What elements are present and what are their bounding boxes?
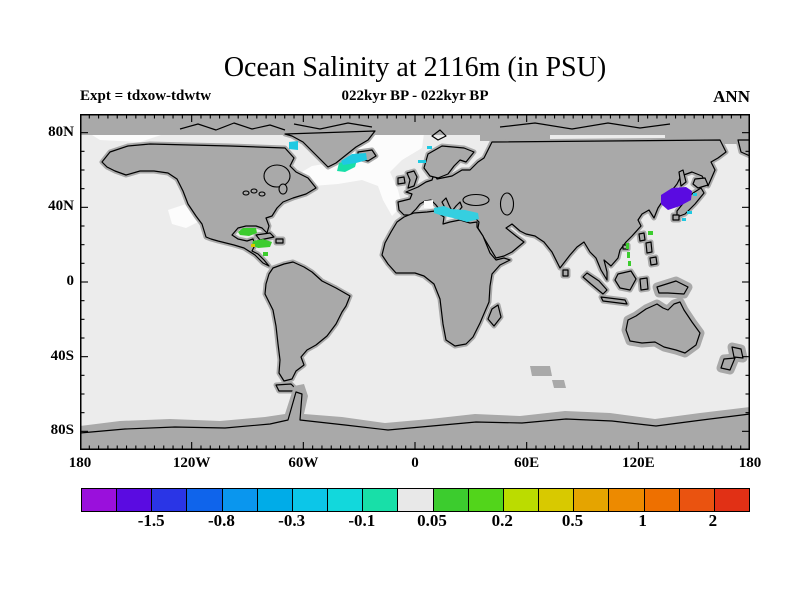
china-coast-anomaly-b <box>627 252 630 258</box>
experiment-label: Expt = tdxow-tdwtw <box>80 88 212 104</box>
colorbar-label--0.1: -0.1 <box>348 511 376 530</box>
interior-water-outlines <box>179 122 671 216</box>
china-coast-anomaly-c <box>628 261 631 266</box>
japan-east-anomaly-b <box>687 211 692 214</box>
x-axis-label-0-180: 180 <box>68 455 92 471</box>
y-axis-label-80N: 80N <box>48 123 74 140</box>
colorbar-segment-0 <box>82 489 118 511</box>
siberian-arctic-coastlines <box>499 122 671 130</box>
colorbar-segment-1 <box>117 489 153 511</box>
colorbar-label-0.2: 0.2 <box>491 511 513 530</box>
x-axis-label-1-120W: 120W <box>172 455 211 471</box>
colorbar-segment-18 <box>714 489 749 511</box>
colorbar-label-2: 2 <box>708 511 718 530</box>
plot-subtitle: 022kyr BP - 022kyr BP <box>341 88 489 104</box>
salinity-anomaly-patches <box>238 141 697 266</box>
china-coast-anomaly-a <box>626 243 629 249</box>
japan-south-anomaly <box>682 218 686 221</box>
irminger-sea-anomaly-cyan <box>341 153 367 165</box>
gulf-of-mexico-anomaly <box>238 228 257 236</box>
colorbar-segment-13 <box>539 489 575 511</box>
norwegian-sea-anomaly-b <box>418 160 426 163</box>
black-sea-outline <box>462 193 490 207</box>
colorbar-label--1.5: -1.5 <box>137 511 165 530</box>
great-lake-a <box>242 190 250 196</box>
antarctic-shelf <box>80 384 750 450</box>
baffin-bay-anomaly <box>289 141 298 150</box>
y-axis-label-40S: 40S <box>50 347 74 364</box>
y-axis-label-0: 0 <box>66 273 75 289</box>
x-axis-label-4-60E: 60E <box>514 455 540 471</box>
colorbar <box>81 488 750 512</box>
colorbar-label--0.3: -0.3 <box>278 511 306 530</box>
x-axis-label-2-60W: 60W <box>288 455 319 471</box>
x-axis-label-6-180: 180 <box>738 455 762 471</box>
colorbar-segment-14 <box>574 489 610 511</box>
great-lake-b <box>250 188 258 194</box>
colorbar-label-0.5: 0.5 <box>561 511 584 530</box>
colorbar-segment-17 <box>679 489 715 511</box>
colorbar-segment-9 <box>398 489 434 511</box>
plot-title: Ocean Salinity at 2116m (in PSU) <box>223 52 607 83</box>
antarctica <box>80 366 750 450</box>
colorbar-segment-6 <box>292 489 329 511</box>
season-label: ANN <box>713 87 750 106</box>
east-mediterranean-anomaly <box>434 206 479 222</box>
map-frame <box>80 114 750 450</box>
japan-east-anomaly-a <box>693 193 697 196</box>
caribbean-anomaly-yellow <box>251 244 255 247</box>
colorbar-segment-8 <box>363 489 399 511</box>
colorbar-segment-15 <box>609 489 645 511</box>
caspian-sea-outline <box>499 192 515 216</box>
colorbar-segment-4 <box>222 489 258 511</box>
colorbar-segment-5 <box>257 489 293 511</box>
james-bay-outline <box>278 183 288 195</box>
colorbar-segment-7 <box>328 489 364 511</box>
colorbar-label-0.05: 0.05 <box>417 511 447 530</box>
west-mediterranean-no-change <box>424 200 433 208</box>
caribbean-anomaly-small <box>263 252 268 256</box>
svalbard-outline <box>431 129 447 141</box>
y-axis-label-80S: 80S <box>50 422 74 439</box>
colorbar-segment-2 <box>152 489 188 511</box>
sea-of-japan-anomaly <box>661 187 692 210</box>
colorbar-segment-10 <box>433 489 469 511</box>
great-lake-c <box>258 191 266 197</box>
colorbar-label-1: 1 <box>638 511 647 530</box>
colorbar-segment-16 <box>644 489 680 511</box>
norwegian-sea-anomaly-a <box>427 146 432 149</box>
greenland-north-coastlines <box>293 122 373 130</box>
x-axis-label-5-120E: 120E <box>622 455 655 471</box>
colorbar-label--0.8: -0.8 <box>207 511 235 530</box>
colorbar-segment-3 <box>187 489 223 511</box>
hudson-bay-outline <box>263 164 291 188</box>
caribbean-anomaly <box>252 239 272 248</box>
world-map <box>80 114 750 450</box>
colorbar-segment-11 <box>468 489 504 511</box>
taiwan-strait-anomaly <box>648 231 653 235</box>
x-axis-label-3-0: 0 <box>411 455 419 471</box>
north-atlantic-no-change <box>295 126 425 216</box>
kerguelen-shelf-a <box>530 366 552 376</box>
kerguelen-shelf-b <box>552 380 566 388</box>
y-axis-label-40N: 40N <box>48 198 74 215</box>
colorbar-segment-12 <box>503 489 540 511</box>
antarctic-coastline <box>80 391 750 434</box>
canadian-archipelago-coastlines <box>179 122 286 131</box>
